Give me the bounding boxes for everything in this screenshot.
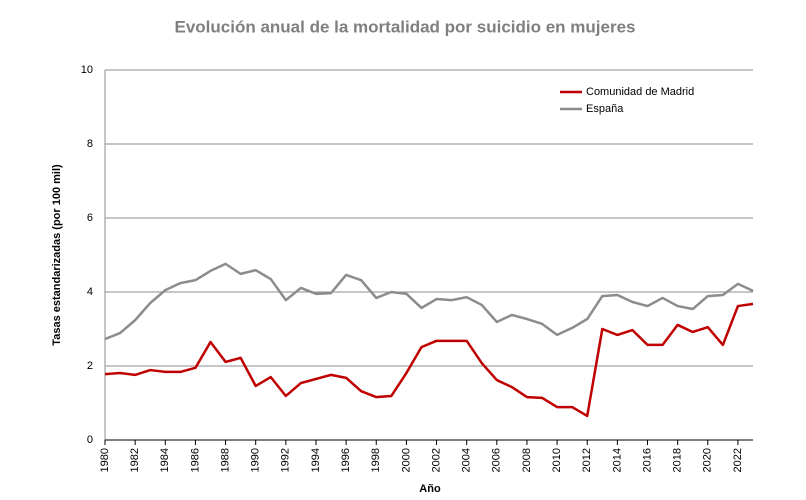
x-axis-label: Año — [419, 483, 441, 495]
x-tick-label: 1998 — [370, 448, 382, 472]
x-tick-label: 1994 — [310, 448, 322, 472]
x-tick-label: 1986 — [189, 448, 201, 472]
x-tick-label: 2004 — [461, 448, 473, 472]
chart-title: Evolución anual de la mortalidad por sui… — [175, 17, 636, 36]
x-tick-label: 2018 — [672, 448, 684, 472]
x-tick-label: 2010 — [551, 448, 563, 472]
x-tick-label: 1990 — [250, 448, 262, 472]
x-tick-label: 1984 — [159, 448, 171, 472]
x-tick-label: 2008 — [521, 448, 533, 472]
y-tick-label: 2 — [87, 360, 93, 372]
y-tick-label: 6 — [87, 212, 93, 224]
x-tick-label: 1982 — [129, 448, 141, 472]
x-tick-label: 1992 — [280, 448, 292, 472]
x-tick-label: 2014 — [611, 448, 623, 472]
legend-label: Comunidad de Madrid — [586, 86, 694, 98]
series-line — [104, 262, 754, 341]
x-tick-label: 2000 — [400, 448, 412, 472]
x-tick-label: 2016 — [641, 448, 653, 472]
series-line — [104, 302, 754, 418]
x-tick-label: 1996 — [340, 448, 352, 472]
y-tick-label: 10 — [81, 64, 93, 76]
legend-label: España — [586, 103, 624, 115]
y-tick-label: 8 — [87, 138, 93, 150]
x-tick-label: 2020 — [702, 448, 714, 472]
x-tick-label: 1988 — [219, 448, 231, 472]
x-tick-label: 2022 — [732, 448, 744, 472]
y-axis-label: Tasas estandarizadas (por 100 mil) — [51, 164, 63, 346]
y-tick-label: 4 — [87, 286, 93, 298]
x-tick-label: 2012 — [581, 448, 593, 472]
y-tick-label: 0 — [87, 434, 93, 446]
x-tick-label: 2006 — [491, 448, 503, 472]
x-tick-label: 2002 — [430, 448, 442, 472]
x-tick-label: 1980 — [99, 448, 111, 472]
